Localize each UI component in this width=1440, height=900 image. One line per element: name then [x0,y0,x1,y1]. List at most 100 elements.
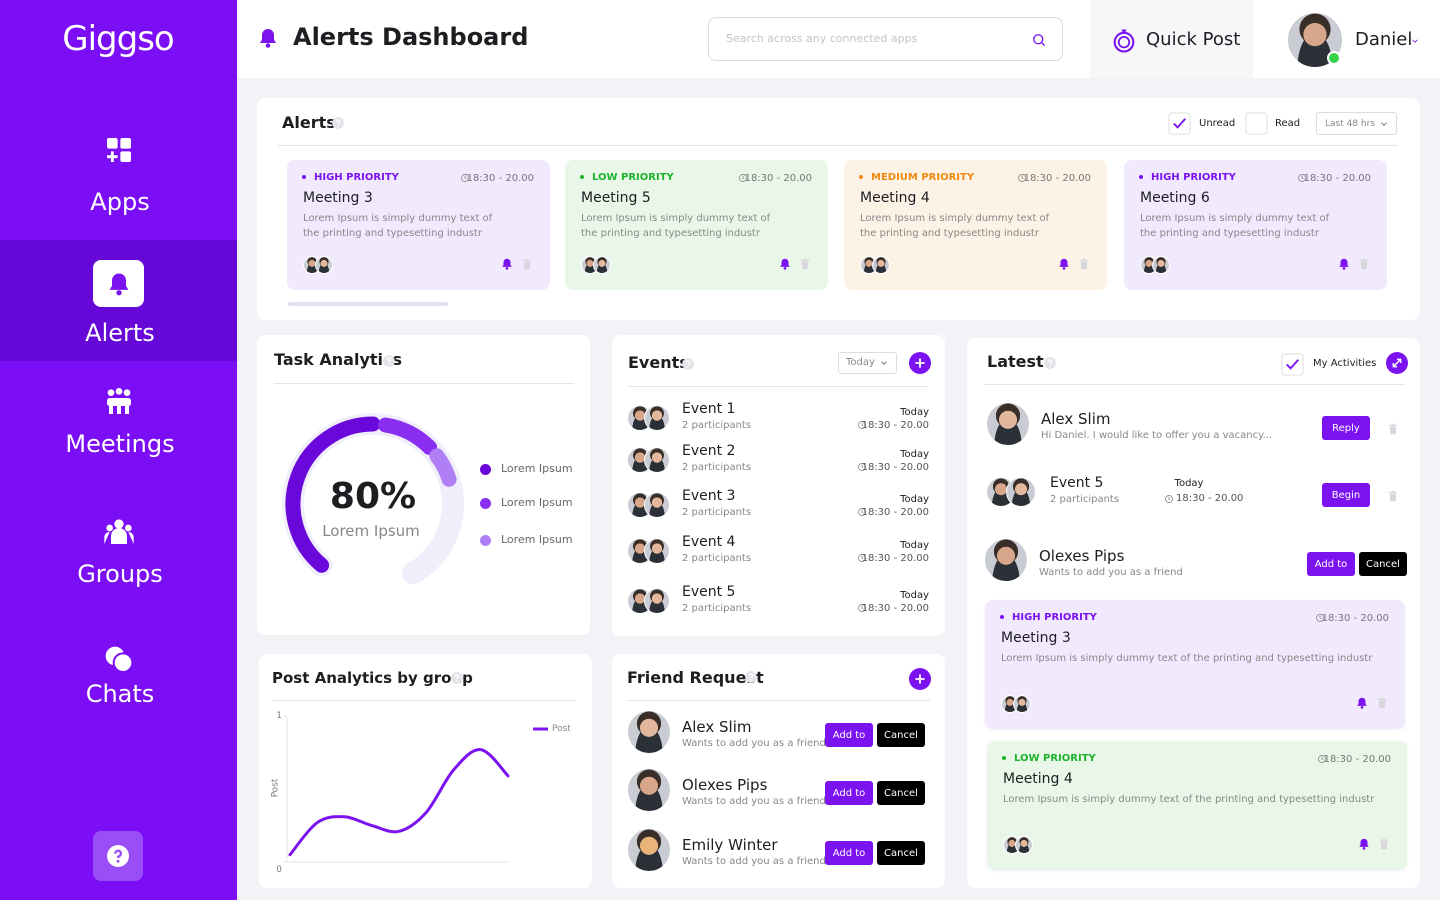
divider [274,383,574,384]
icon-shape [1301,175,1304,180]
icon-shape [1047,359,1053,365]
add-button[interactable] [909,352,931,374]
icon-shape [909,668,931,690]
logo: Giggso [62,19,174,60]
nav-label[interactable]: Alerts [85,319,155,348]
nav-icon[interactable] [103,516,135,548]
icon-shape [1033,34,1044,45]
clock-icon [857,553,867,563]
reject-button[interactable]: Cancel [877,723,925,747]
icon-shape [1357,697,1367,709]
accept-button[interactable]: Add to [1307,552,1355,576]
alert-card[interactable]: LOW PRIORITY 18:30 - 20.00 Meeting 5 Lorem … [565,160,828,290]
unread-checkbox[interactable] [1168,112,1191,135]
legend-label: Lorem Ipsum [501,462,573,476]
event-time: 18:30 - 20.00 [861,553,929,564]
section-title: Alerts [282,112,336,132]
icon-shape [1173,118,1186,129]
icon-shape [1379,838,1389,850]
icon-shape [1342,267,1346,270]
reject-button[interactable]: Cancel [877,781,925,805]
icon-shape [383,355,395,367]
alert-card[interactable]: HIGH PRIORITY 18:30 - 20.00 Meeting 3 Lorem… [985,600,1405,729]
alert-card[interactable]: LOW PRIORITY 18:30 - 20.00 Meeting 4 Lorem … [987,741,1407,870]
icon-shape [260,29,276,48]
expand-button[interactable] [1386,352,1408,374]
info-icon [744,670,758,684]
icon-shape [116,290,122,296]
reject-button[interactable]: Cancel [1359,552,1407,576]
icon-shape [104,528,134,544]
time: 18:30 - 20.00 [1303,173,1371,184]
icon-shape [451,672,463,684]
nav-label[interactable]: Chats [85,680,155,709]
icon-shape [1359,838,1369,850]
gauge-caption: Lorem Ipsum [322,521,420,540]
nav-icon[interactable] [103,386,135,418]
icon-shape [1339,258,1349,270]
alert-card[interactable]: MEDIUM PRIORITY 18:30 - 20.00 Meeting 4 Lor… [844,160,1107,290]
search-placeholder: Search across any connected apps [726,32,918,46]
quick-post[interactable] [1090,0,1253,78]
divider [985,384,1405,385]
icon-shape [1379,839,1389,842]
nav-label[interactable]: Apps [90,188,150,217]
nav-label[interactable]: Groups [77,560,163,589]
divider [627,700,930,701]
icon-shape [1059,258,1069,270]
icon-shape [522,259,532,262]
icon-shape [1359,258,1369,270]
online-dot [1327,51,1341,65]
event-day: Today [900,494,929,505]
trash-icon[interactable] [1386,422,1400,436]
nav-icon[interactable] [103,134,135,166]
priority-dot [1000,615,1004,619]
search-box[interactable] [708,17,1063,61]
section-title: Task Analytics [274,349,403,369]
trash-icon [1357,257,1371,271]
alert-card[interactable]: HIGH PRIORITY 18:30 - 20.00 Meeting 6 Lorem… [1124,160,1387,290]
event-participants: 2 participants [682,603,752,614]
reject-button[interactable]: Cancel [877,841,925,865]
quick-post-label: Quick Post [1146,29,1241,51]
read-checkbox[interactable] [1245,112,1268,135]
nav-icon[interactable] [103,644,135,676]
icon-shape [1059,258,1069,267]
icon-shape [1392,358,1402,368]
event-day: Today [900,540,929,551]
nav-label[interactable]: Meetings [65,430,175,459]
section-title: Post Analytics by group [272,668,473,687]
trash-icon[interactable] [1386,489,1400,503]
icon-shape [1388,424,1398,427]
alert-card[interactable]: HIGH PRIORITY 18:30 - 20.00 Meeting 3 Lorem… [287,160,550,290]
avatar [643,538,670,564]
card-text: Lorem Ipsum is simply dummy text of the … [860,213,1050,239]
legend-label: Lorem Ipsum [501,496,573,510]
icon-shape [1359,838,1369,847]
priority: LOW PRIORITY [592,172,674,183]
card-title: Meeting 4 [1003,771,1073,788]
icon-shape [682,358,694,370]
icon-shape [461,174,469,182]
card-title: Meeting 6 [1140,190,1210,207]
begin-button[interactable]: Begin [1322,483,1370,507]
accept-button[interactable]: Add to [825,841,873,865]
icon-shape [685,360,691,366]
reply-button[interactable]: Reply [1322,416,1370,440]
info-icon [382,354,396,368]
filter-dropdown[interactable] [838,352,897,374]
icon-shape [1360,261,1368,270]
icon-shape [107,398,131,406]
activities-checkbox[interactable] [1281,353,1304,376]
accept-button[interactable]: Add to [825,723,873,747]
add-button[interactable] [909,668,931,690]
priority-dot [1002,756,1006,760]
accept-button[interactable]: Add to [825,781,873,805]
range-dropdown[interactable] [1316,112,1397,135]
avatar [643,492,670,518]
sender-name: Alex Slim [1041,409,1111,428]
icon-shape [881,361,887,365]
icon-shape [858,463,866,471]
time: 18:30 - 20.00 [1323,754,1391,765]
